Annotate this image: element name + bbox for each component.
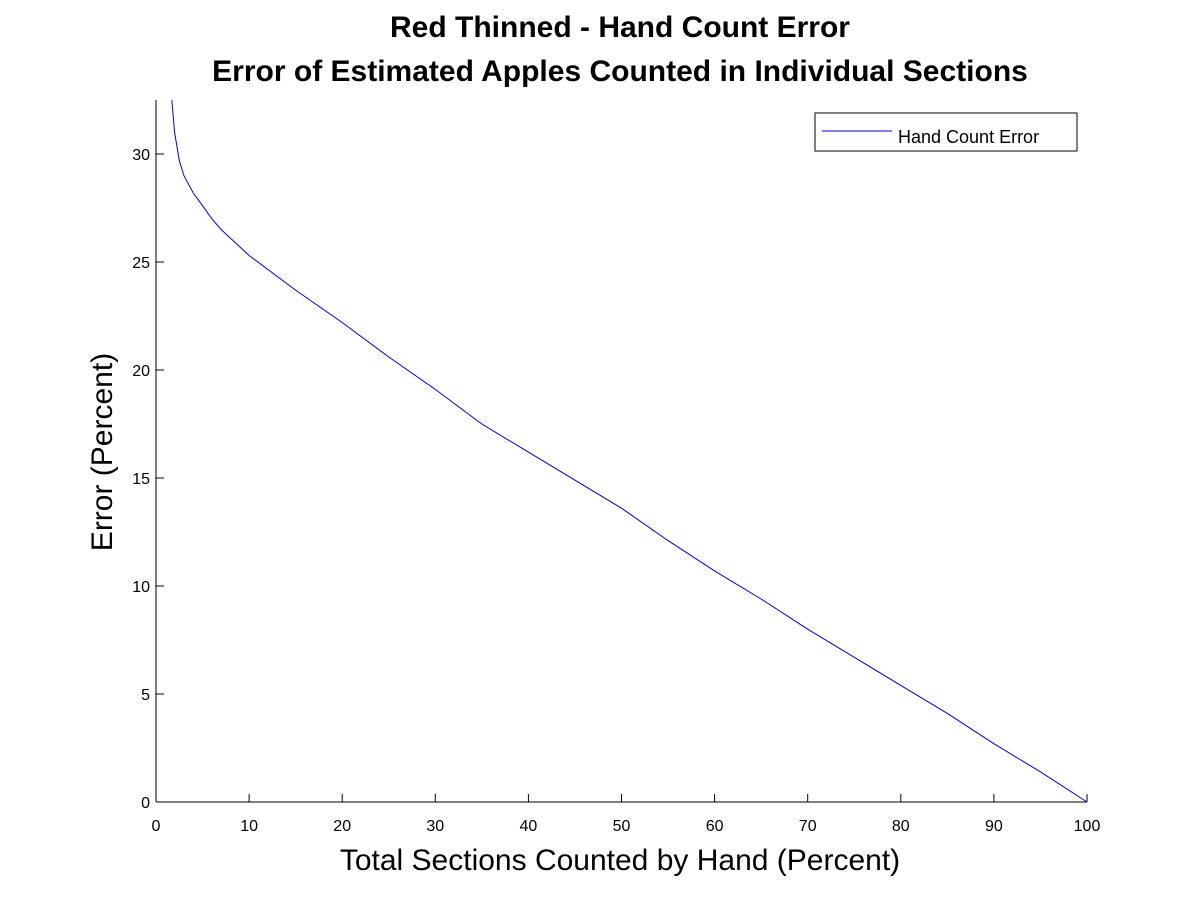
y-tick-label: 25 <box>132 255 150 272</box>
y-tick-label: 10 <box>132 579 150 596</box>
x-tick-label: 10 <box>240 818 258 835</box>
y-ticks: 0 5 10 15 20 25 30 <box>132 147 164 812</box>
x-tick-label: 100 <box>1074 818 1101 835</box>
y-tick-label: 0 <box>141 795 150 812</box>
x-tick-label: 20 <box>333 818 351 835</box>
legend-box <box>814 112 1078 152</box>
x-tick-label: 50 <box>613 818 631 835</box>
x-tick-label: 0 <box>152 818 161 835</box>
y-tick-label: 15 <box>132 471 150 488</box>
y-tick-label: 20 <box>132 363 150 380</box>
x-tick-label: 70 <box>799 818 817 835</box>
x-tick-label: 60 <box>706 818 724 835</box>
x-tick-label: 30 <box>426 818 444 835</box>
x-ticks: 0 10 20 30 40 50 60 70 80 90 100 <box>152 794 1101 835</box>
series-group <box>171 99 1088 803</box>
series-line-0 <box>171 99 1088 803</box>
axes <box>155 100 1087 803</box>
y-tick-label: 30 <box>132 147 150 164</box>
x-axis-label: Total Sections Counted by Hand (Percent) <box>340 844 900 877</box>
y-tick-label: 5 <box>141 687 150 704</box>
x-tick-label: 90 <box>985 818 1003 835</box>
legend: Hand Count Error <box>814 112 1078 152</box>
y-axis-label: Error (Percent) <box>86 353 119 551</box>
chart-title: Red Thinned - Hand Count Error <box>390 11 850 44</box>
chart-subtitle: Error of Estimated Apples Counted in Ind… <box>212 55 1028 88</box>
legend-label-hand-count-error: Hand Count Error <box>898 127 1039 147</box>
x-tick-label: 80 <box>892 818 910 835</box>
x-tick-label: 40 <box>520 818 538 835</box>
